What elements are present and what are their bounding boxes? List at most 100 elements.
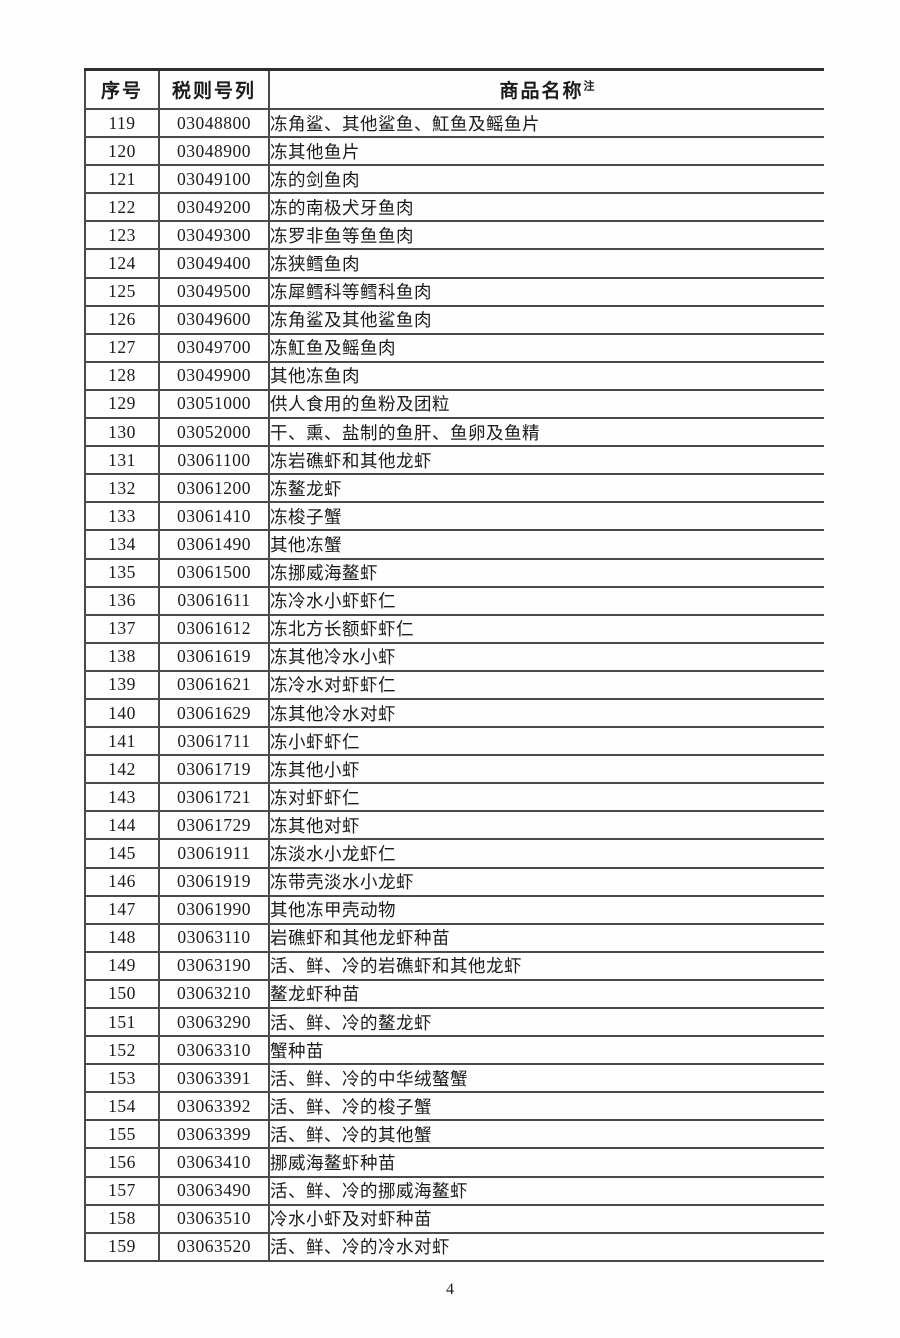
product-name-cell: 干、熏、盐制的鱼肝、鱼卵及鱼精	[269, 418, 824, 448]
table-row: 147 03061990 其他冻甲壳动物	[84, 895, 824, 925]
tariff-code-cell: 03048900	[159, 137, 270, 167]
table-row: 134 03061490 其他冻蟹	[84, 530, 824, 560]
row-number-cell: 146	[84, 867, 160, 897]
row-number-cell: 159	[84, 1232, 160, 1262]
tariff-code-cell: 03063290	[159, 1008, 270, 1038]
product-name-cell: 冻狭鳕鱼肉	[269, 249, 824, 279]
table-row: 146 03061919 冻带壳淡水小龙虾	[84, 867, 824, 897]
table-row: 131 03061100 冻岩礁虾和其他龙虾	[84, 446, 824, 476]
row-number-cell: 147	[84, 895, 160, 925]
table-row: 136 03061611 冻冷水小虾虾仁	[84, 586, 824, 616]
row-number-cell: 124	[84, 249, 160, 279]
header-tariff-code: 税则号列	[159, 69, 270, 110]
tariff-code-cell: 03063490	[159, 1176, 270, 1206]
table-row: 148 03063110 岩礁虾和其他龙虾种苗	[84, 923, 824, 953]
table-row: 124 03049400 冻狭鳕鱼肉	[84, 249, 824, 279]
tariff-code-cell: 03063310	[159, 1036, 270, 1066]
row-number-cell: 148	[84, 923, 160, 953]
table-row: 151 03063290 活、鲜、冷的鳌龙虾	[84, 1008, 824, 1038]
row-number-cell: 145	[84, 839, 160, 869]
tariff-code-cell: 03061711	[159, 727, 270, 757]
row-number-cell: 132	[84, 474, 160, 504]
row-number-cell: 128	[84, 361, 160, 391]
product-name-cell: 冻其他冷水对虾	[269, 698, 824, 729]
product-name-cell: 其他冻蟹	[269, 530, 824, 560]
tariff-code-cell: 03049300	[159, 221, 270, 251]
tariff-code-cell: 03061500	[159, 558, 270, 588]
row-number-cell: 120	[84, 137, 160, 167]
product-name-cell: 冻其他鱼片	[269, 137, 824, 167]
row-number-cell: 135	[84, 558, 160, 588]
row-number-cell: 141	[84, 727, 160, 757]
row-number-cell: 157	[84, 1176, 160, 1206]
product-name-cell: 挪威海鳌虾种苗	[269, 1148, 824, 1178]
product-name-cell: 冻角鲨、其他鲨鱼、魟鱼及鳐鱼片	[269, 109, 824, 139]
table-row: 139 03061621 冻冷水对虾虾仁	[84, 670, 824, 700]
page-number: 4	[446, 1281, 454, 1298]
row-number-cell: 133	[84, 502, 160, 532]
product-name-cell: 活、鲜、冷的梭子蟹	[269, 1092, 824, 1122]
table-body: 119 03048800 冻角鲨、其他鲨鱼、魟鱼及鳐鱼片 120 03048900 冻其他…	[84, 109, 824, 1262]
table-row: 142 03061719 冻其他小虾	[84, 755, 824, 785]
row-number-cell: 137	[84, 614, 160, 644]
row-number-cell: 123	[84, 221, 160, 251]
tariff-code-cell: 03063520	[159, 1232, 270, 1262]
tariff-code-cell: 03063190	[159, 951, 270, 981]
product-name-cell: 冻犀鳕科等鳕科鱼肉	[269, 277, 824, 307]
row-number-cell: 144	[84, 811, 160, 841]
table-row: 135 03061500 冻挪威海鳌虾	[84, 558, 824, 588]
product-name-cell: 其他冻甲壳动物	[269, 895, 824, 925]
table-row: 156 03063410 挪威海鳌虾种苗	[84, 1148, 824, 1178]
tariff-code-cell: 03049200	[159, 193, 270, 223]
product-name-cell: 活、鲜、冷的冷水对虾	[269, 1232, 824, 1262]
table-row: 120 03048900 冻其他鱼片	[84, 137, 824, 167]
row-number-cell: 130	[84, 418, 160, 448]
table-row: 138 03061619 冻其他冷水小虾	[84, 642, 824, 672]
tariff-code-cell: 03051000	[159, 389, 270, 420]
header-note-superscript: 注	[583, 80, 595, 93]
tariff-code-cell: 03049600	[159, 305, 270, 335]
table-row: 137 03061612 冻北方长额虾虾仁	[84, 614, 824, 644]
product-name-cell: 冻梭子蟹	[269, 502, 824, 532]
table-row: 149 03063190 活、鲜、冷的岩礁虾和其他龙虾	[84, 951, 824, 981]
product-name-cell: 蟹种苗	[269, 1036, 824, 1066]
row-number-cell: 126	[84, 305, 160, 335]
table-row: 140 03061629 冻其他冷水对虾	[84, 698, 824, 729]
product-name-cell: 冻对虾虾仁	[269, 783, 824, 813]
row-number-cell: 122	[84, 193, 160, 223]
tariff-code-cell: 03063210	[159, 979, 270, 1010]
product-name-cell: 冻角鲨及其他鲨鱼肉	[269, 305, 824, 335]
table-row: 144 03061729 冻其他对虾	[84, 811, 824, 841]
product-name-cell: 冻小虾虾仁	[269, 727, 824, 757]
table-row: 123 03049300 冻罗非鱼等鱼鱼肉	[84, 221, 824, 251]
table-header-row: 序号 税则号列 商品名称注	[84, 69, 824, 110]
product-name-cell: 冻挪威海鳌虾	[269, 558, 824, 588]
tariff-code-cell: 03052000	[159, 418, 270, 448]
row-number-cell: 158	[84, 1204, 160, 1234]
tariff-table: 序号 税则号列 商品名称注 119 03048800 冻角鲨、其他鲨鱼、魟鱼及鳐鱼片…	[84, 68, 824, 1262]
row-number-cell: 139	[84, 670, 160, 700]
tariff-code-cell: 03061612	[159, 614, 270, 644]
row-number-cell: 134	[84, 530, 160, 560]
tariff-code-cell: 03061919	[159, 867, 270, 897]
table-row: 130 03052000 干、熏、盐制的鱼肝、鱼卵及鱼精	[84, 418, 824, 448]
product-name-cell: 鳌龙虾种苗	[269, 979, 824, 1010]
product-name-cell: 冻带壳淡水小龙虾	[269, 867, 824, 897]
table-row: 121 03049100 冻的剑鱼肉	[84, 165, 824, 195]
header-product-name-text: 商品名称	[499, 81, 584, 102]
product-name-cell: 活、鲜、冷的岩礁虾和其他龙虾	[269, 951, 824, 981]
product-name-cell: 冻淡水小龙虾仁	[269, 839, 824, 869]
tariff-code-cell: 03049900	[159, 361, 270, 391]
tariff-code-cell: 03063510	[159, 1204, 270, 1234]
row-number-cell: 143	[84, 783, 160, 813]
product-name-cell: 冻岩礁虾和其他龙虾	[269, 446, 824, 476]
tariff-code-cell: 03061490	[159, 530, 270, 560]
tariff-code-cell: 03061619	[159, 642, 270, 672]
tariff-code-cell: 03049400	[159, 249, 270, 279]
tariff-code-cell: 03061990	[159, 895, 270, 925]
tariff-code-cell: 03061100	[159, 446, 270, 476]
product-name-cell: 活、鲜、冷的鳌龙虾	[269, 1008, 824, 1038]
row-number-cell: 150	[84, 979, 160, 1010]
table-row: 143 03061721 冻对虾虾仁	[84, 783, 824, 813]
